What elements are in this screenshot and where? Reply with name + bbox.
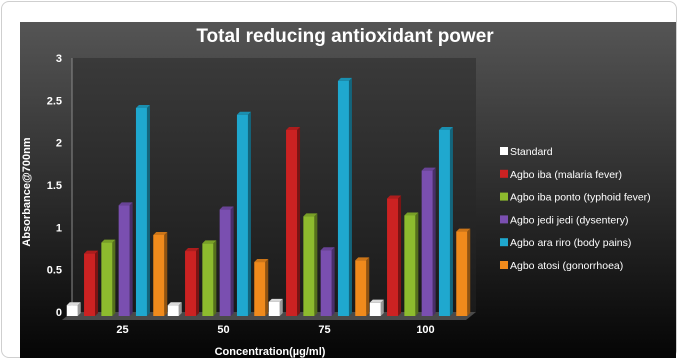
bar [167, 302, 182, 316]
legend-item: Agbo ara riro (body pains) [500, 237, 631, 249]
legend-item: Agbo jedi jedi (dysentery) [500, 214, 628, 226]
y-tick-label: 1.5 [47, 180, 62, 192]
bar [185, 248, 200, 316]
y-tick-label: 1 [56, 222, 62, 234]
bar [84, 250, 99, 316]
bar [438, 126, 453, 316]
legend-swatch [500, 215, 508, 224]
legend-label: Agbo jedi jedi (dysentery) [510, 214, 628, 226]
legend-item: Agbo atosi (gonorrhoea) [500, 260, 623, 272]
y-tick-label: 2 [56, 138, 62, 150]
legend-item: Agbo iba (malaria fever) [500, 169, 622, 181]
x-axis-label: Concentration(µg/ml) [215, 346, 326, 358]
bar [286, 126, 301, 316]
y-tick-label: 0.5 [47, 265, 62, 277]
y-tick-label: 0 [56, 307, 62, 319]
legend: Standard Agbo iba (malaria fever) Agbo iba… [500, 146, 651, 272]
bar [355, 257, 370, 316]
bar [202, 240, 217, 316]
bar [404, 212, 419, 316]
x-tick-label: 25 [116, 324, 128, 336]
x-tick-label: 75 [318, 324, 330, 336]
legend-item: Agbo iba ponto (typhoid fever) [500, 192, 651, 204]
legend-item: Standard [500, 146, 553, 158]
bar [118, 202, 133, 316]
legend-swatch [500, 192, 508, 201]
y-axis-label: Absorbance@700nm [21, 137, 33, 246]
bar [303, 213, 318, 316]
bar [268, 298, 283, 316]
x-ticks: 25 50 75 100 [116, 324, 434, 336]
x-tick-label: 50 [217, 324, 229, 336]
y-ticks: 0 0.5 1 1.5 2 2.5 3 [47, 53, 62, 319]
legend-label: Agbo iba ponto (typhoid fever) [510, 192, 651, 204]
y-tick-label: 2.5 [47, 95, 62, 107]
bar [387, 195, 402, 316]
legend-label: Standard [510, 146, 553, 158]
bar [135, 104, 150, 316]
legend-swatch [500, 169, 508, 178]
y-tick-label: 3 [56, 53, 62, 65]
bar [337, 77, 352, 316]
bar [456, 228, 471, 316]
bar [254, 259, 269, 316]
legend-label: Agbo ara riro (body pains) [510, 237, 631, 249]
x-tick-label: 100 [416, 324, 434, 336]
legend-label: Agbo atosi (gonorrhoea) [510, 260, 623, 272]
bar [320, 247, 335, 316]
bar [369, 299, 384, 316]
bar [101, 239, 116, 316]
bar [66, 302, 81, 316]
legend-swatch [500, 238, 508, 247]
legend-swatch [500, 261, 508, 269]
bar [153, 231, 168, 316]
legend-label: Agbo iba (malaria fever) [510, 169, 622, 181]
bar [219, 206, 234, 316]
chart-title: Total reducing antioxidant power [196, 26, 494, 47]
bars [66, 77, 471, 316]
bar [421, 167, 436, 316]
legend-swatch [500, 147, 508, 155]
bar [236, 111, 251, 316]
